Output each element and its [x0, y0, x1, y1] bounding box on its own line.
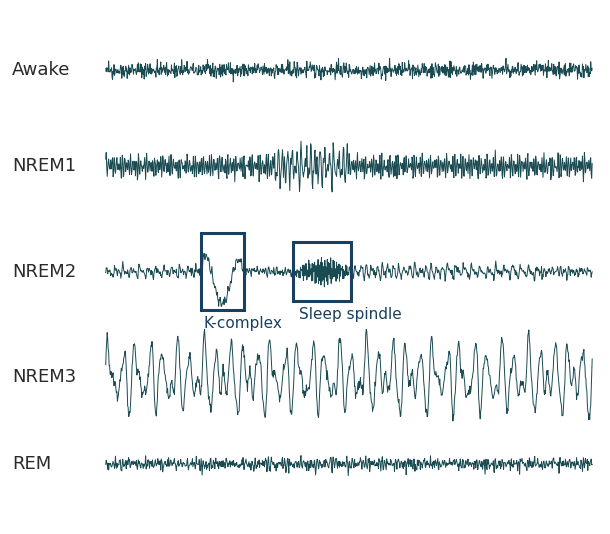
Bar	[293, 242, 351, 301]
Text: NREM1: NREM1	[12, 158, 76, 175]
Text: REM: REM	[12, 455, 51, 473]
Text: NREM2: NREM2	[12, 263, 76, 280]
Text: Awake: Awake	[12, 61, 70, 79]
Text: Sleep spindle: Sleep spindle	[299, 307, 401, 323]
Bar	[201, 233, 245, 310]
Text: K-complex: K-complex	[204, 317, 282, 332]
Text: NREM3: NREM3	[12, 368, 76, 386]
